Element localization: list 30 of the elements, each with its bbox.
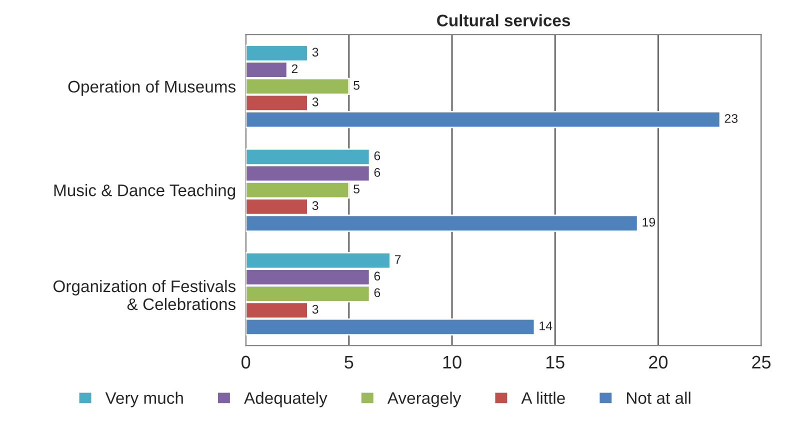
y-tick-label: Operation of Museums [68,80,236,96]
data-label: 3 [312,201,318,210]
x-tick-label: 20 [649,356,668,369]
x-tick-label: 5 [344,356,354,369]
data-label: 6 [374,168,380,177]
chart-title: Cultural services [437,14,570,26]
legend-label: Not at all [627,392,690,404]
data-label: 14 [540,322,552,330]
data-label: 6 [374,272,380,281]
data-label: 3 [312,48,318,57]
data-label: 2 [292,64,298,74]
data-label: 7 [394,255,401,264]
y-tick-label: Music & Dance Teaching [54,184,236,200]
x-tick-label: 0 [242,356,250,369]
data-label: 23 [724,114,738,123]
legend-label: Very much [105,392,183,408]
data-label: 5 [354,81,360,90]
data-label: 6 [374,288,380,298]
x-tick-label: 25 [752,356,771,369]
y-tick-label: Organization of Festivals & Celebrations [53,280,236,310]
data-label: 6 [374,151,380,160]
x-tick-label: 10 [443,356,462,369]
data-label: 3 [312,304,318,314]
data-label: 19 [642,218,656,227]
legend-label: Averagely [387,392,462,408]
data-label: 5 [354,184,360,194]
legend-label: Adequately [244,392,328,408]
data-label: 3 [312,97,318,106]
x-tick-label: 15 [546,356,564,369]
legend-label: A little [521,392,565,404]
